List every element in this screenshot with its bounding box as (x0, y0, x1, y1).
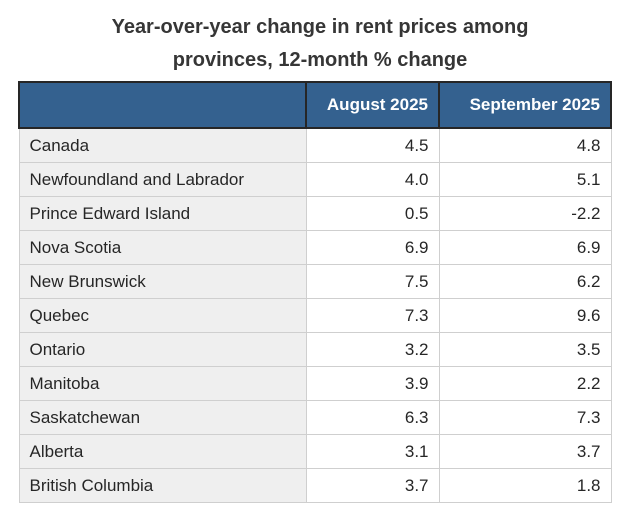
chart-title: Year-over-year change in rent prices amo… (0, 0, 640, 77)
column-header-province (18, 81, 307, 129)
province-name-cell: Newfoundland and Labrador (18, 162, 307, 197)
aug-2025-value-cell: 3.9 (305, 366, 440, 401)
chart-title-line-2: provinces, 12-month % change (172, 49, 468, 71)
table-row: Canada 4.5 4.8 (18, 127, 612, 163)
sep-2025-value-cell: 5.1 (438, 162, 612, 197)
table-row: Newfoundland and Labrador 4.0 5.1 (18, 162, 612, 197)
table-row: Saskatchewan 6.3 7.3 (18, 400, 612, 435)
aug-2025-value-cell: 6.3 (305, 400, 440, 435)
aug-2025-value-cell: 3.7 (305, 468, 440, 503)
header-row: August 2025 September 2025 (18, 81, 612, 129)
sep-2025-value-cell: 2.2 (438, 366, 612, 401)
aug-2025-value-cell: 0.5 (305, 196, 440, 231)
aug-2025-value-cell: 7.3 (305, 298, 440, 333)
sep-2025-value-cell: -2.2 (438, 196, 612, 231)
aug-2025-value-cell: 4.5 (305, 127, 440, 163)
province-name-cell: New Brunswick (18, 264, 307, 299)
sep-2025-value-cell: 9.6 (438, 298, 612, 333)
table-row: New Brunswick 7.5 6.2 (18, 264, 612, 299)
province-name-cell: Quebec (18, 298, 307, 333)
aug-2025-value-cell: 3.2 (305, 332, 440, 367)
table-row: Alberta 3.1 3.7 (18, 434, 612, 469)
aug-2025-value-cell: 4.0 (305, 162, 440, 197)
rent-change-table: August 2025 September 2025 Canada 4.5 4.… (18, 81, 612, 503)
chart-title-line-1: Year-over-year change in rent prices amo… (111, 16, 529, 38)
sep-2025-value-cell: 6.2 (438, 264, 612, 299)
table-row: Ontario 3.2 3.5 (18, 332, 612, 367)
table-row: Manitoba 3.9 2.2 (18, 366, 612, 401)
table-row: British Columbia 3.7 1.8 (18, 468, 612, 503)
column-header-august-2025: August 2025 (305, 81, 440, 129)
province-name-cell: Alberta (18, 434, 307, 469)
aug-2025-value-cell: 7.5 (305, 264, 440, 299)
table-row: Prince Edward Island 0.5 -2.2 (18, 196, 612, 231)
table-row: Nova Scotia 6.9 6.9 (18, 230, 612, 265)
province-name-cell: Ontario (18, 332, 307, 367)
province-name-cell: Manitoba (18, 366, 307, 401)
province-name-cell: Canada (18, 127, 307, 163)
table-row: Quebec 7.3 9.6 (18, 298, 612, 333)
aug-2025-value-cell: 3.1 (305, 434, 440, 469)
province-name-cell: Prince Edward Island (18, 196, 307, 231)
sep-2025-value-cell: 4.8 (438, 127, 612, 163)
province-name-cell: Nova Scotia (18, 230, 307, 265)
aug-2025-value-cell: 6.9 (305, 230, 440, 265)
sep-2025-value-cell: 1.8 (438, 468, 612, 503)
sep-2025-value-cell: 3.5 (438, 332, 612, 367)
column-header-september-2025: September 2025 (438, 81, 612, 129)
sep-2025-value-cell: 3.7 (438, 434, 612, 469)
sep-2025-value-cell: 7.3 (438, 400, 612, 435)
province-name-cell: Saskatchewan (18, 400, 307, 435)
province-name-cell: British Columbia (18, 468, 307, 503)
sep-2025-value-cell: 6.9 (438, 230, 612, 265)
